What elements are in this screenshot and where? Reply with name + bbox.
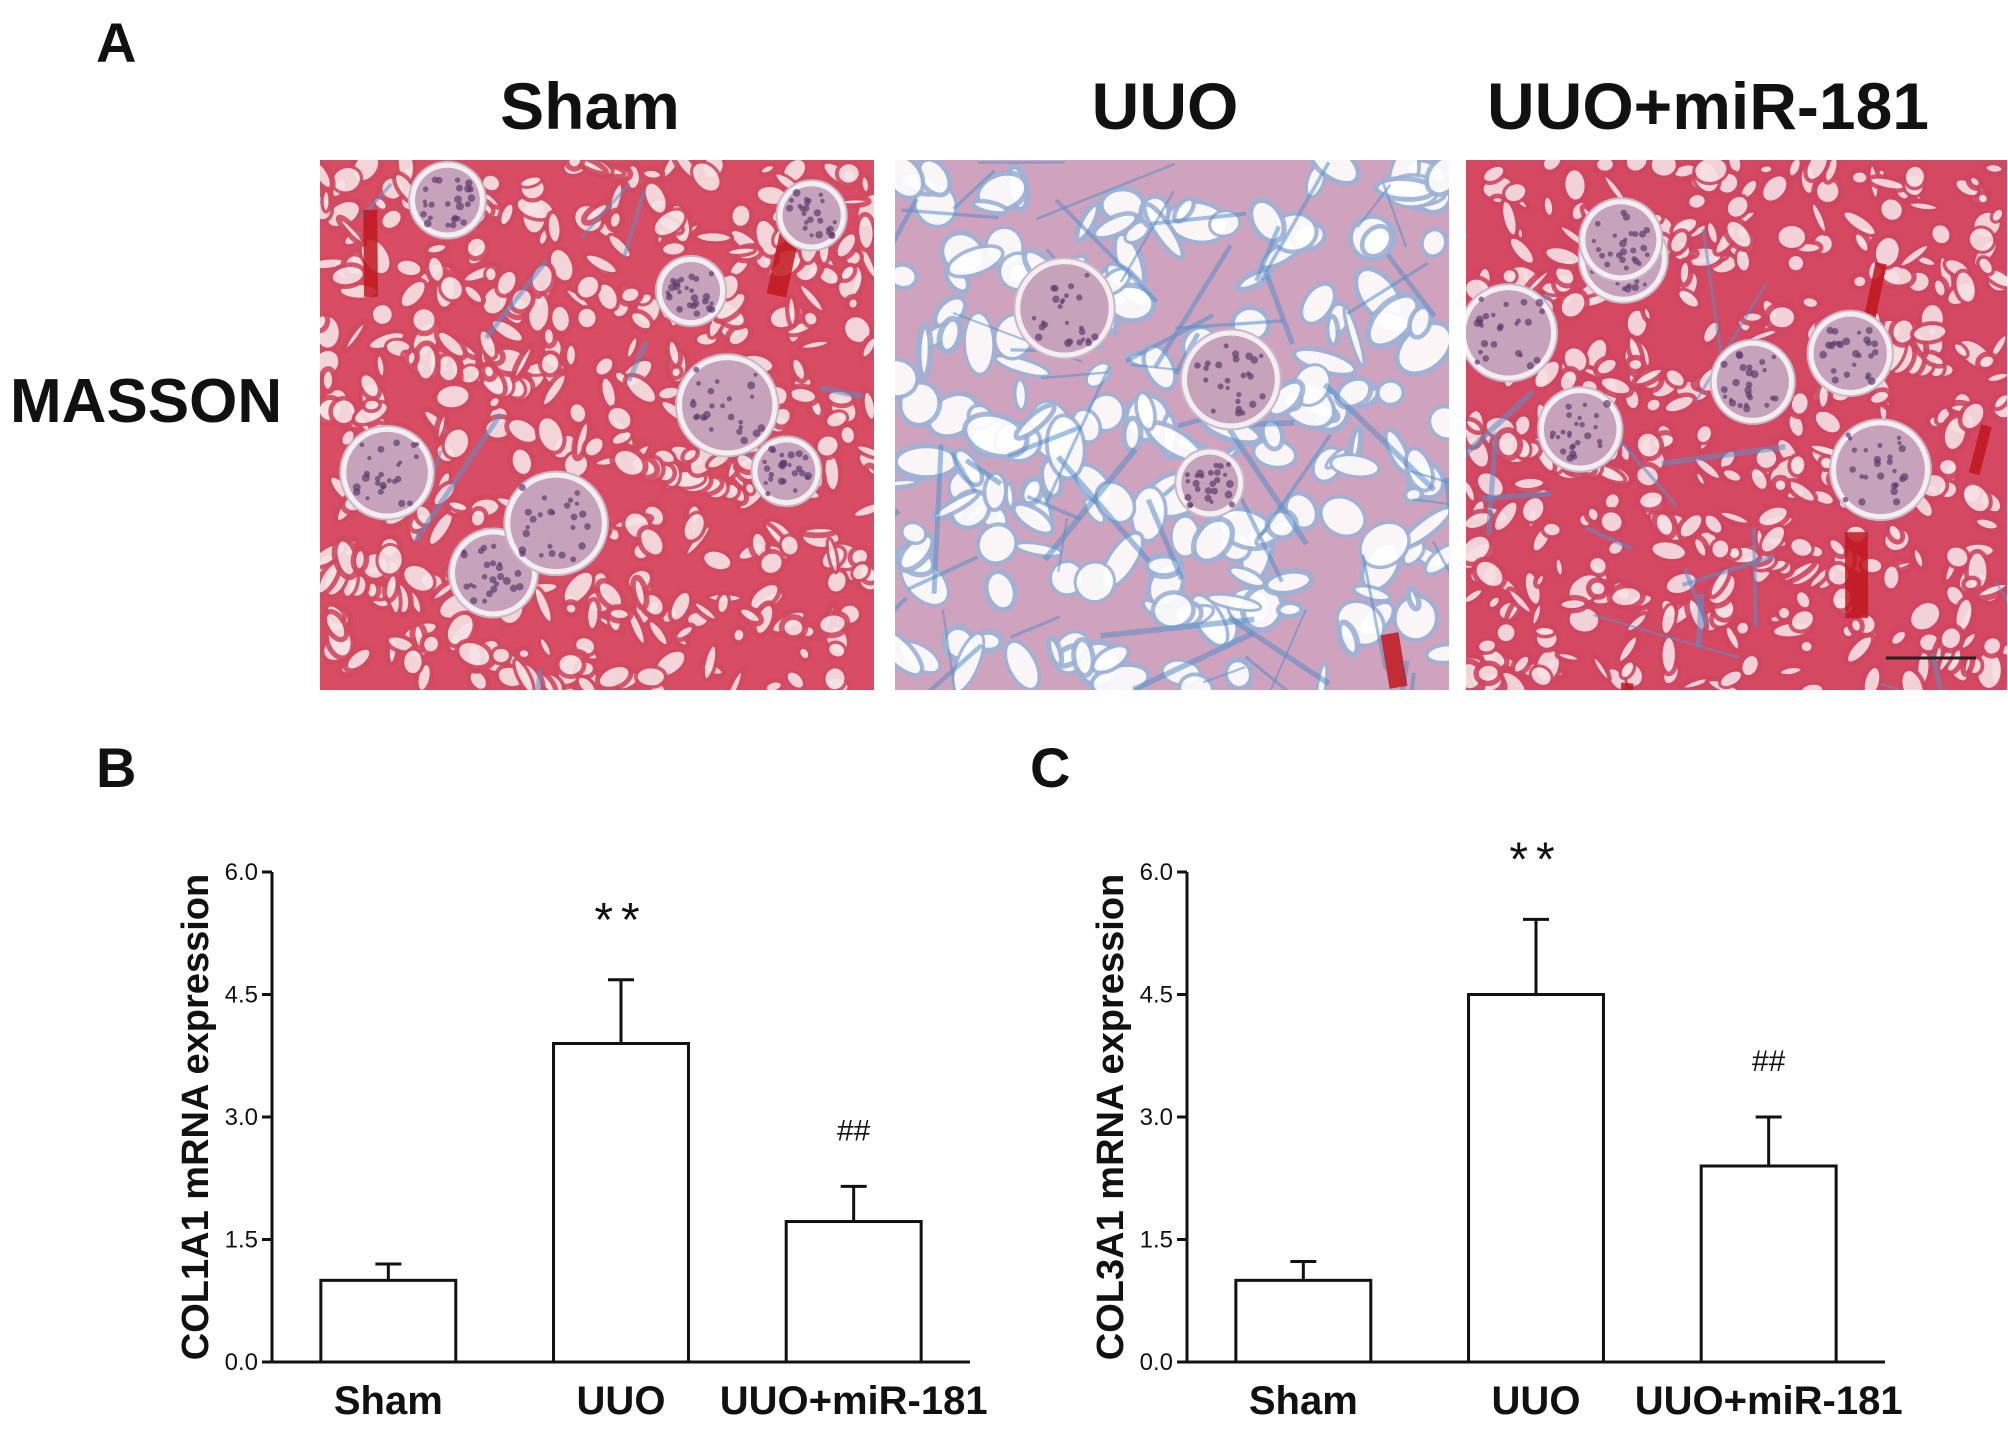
glomeruli (1466, 197, 1932, 522)
panel-b-letter: B (96, 736, 137, 799)
chart-c-category-label-0: Sham (1249, 1379, 1358, 1423)
chart-c-significance-2: ## (1752, 1045, 1786, 1078)
chart-c-category-label-1: UUO (1492, 1379, 1581, 1423)
chart-b-y-axis-label: COL1A1 mRNA expression (175, 874, 217, 1360)
chart-col3a1: COL3A1 mRNA expression 0.0 1.5 3.0 4.5 6.0 Sha… (1065, 840, 1905, 1438)
chart-c-bar-2 (1699, 1164, 1838, 1364)
chart-b-category-label-2: UUO+miR-181 (720, 1379, 988, 1423)
chart-c-y-tick-label: 4.5 (1140, 982, 1173, 1009)
chart-b-bar-2 (784, 1220, 923, 1364)
chart-c-category-label-2: UUO+miR-181 (1635, 1379, 1903, 1423)
chart-b-y-tick-label: 6.0 (225, 859, 258, 886)
chart-b-category-label-0: Sham (334, 1379, 443, 1423)
column-title-uuo: UUO (1091, 69, 1239, 143)
row-label-masson: MASSON (10, 367, 283, 436)
chart-b-y-tick-label: 3.0 (225, 1104, 258, 1131)
column-title-sham: Sham (500, 69, 680, 143)
panel-c-letter: C (1030, 736, 1071, 799)
chart-b-bar-0 (319, 1278, 458, 1364)
panel-a-letter: A (96, 11, 137, 74)
chart-b-significance-1: ** (594, 894, 647, 947)
micrograph-uuo (895, 160, 1449, 690)
micrograph-sham (320, 160, 874, 690)
chart-c-significance-1: ** (1509, 840, 1562, 886)
chart-b-category-label-1: UUO (577, 1379, 666, 1423)
chart-c-bar-0 (1234, 1278, 1373, 1364)
chart-c-y-tick-label: 3.0 (1140, 1104, 1173, 1131)
glomeruli (339, 160, 848, 619)
micrograph-uuo-mir181 (1466, 160, 2007, 690)
chart-c-bar-1 (1467, 993, 1605, 1364)
column-title-uuo-mir181: UUO+miR-181 (1487, 69, 1929, 143)
chart-b-y-tick-label: 4.5 (225, 982, 258, 1009)
chart-c-y-tick-label: 6.0 (1140, 859, 1173, 886)
glomeruli (1013, 257, 1282, 519)
chart-b-y-tick-label: 0.0 (225, 1349, 258, 1376)
chart-b-significance-2: ## (837, 1114, 871, 1147)
chart-c-y-tick-label: 1.5 (1140, 1227, 1173, 1254)
chart-c-y-axis-label: COL3A1 mRNA expression (1090, 874, 1132, 1360)
chart-c-y-tick-label: 0.0 (1140, 1349, 1173, 1376)
chart-b-bar-1 (552, 1042, 690, 1364)
chart-b-y-tick-label: 1.5 (225, 1227, 258, 1254)
chart-col1a1: COL1A1 mRNA expression 0.0 1.5 3.0 4.5 6.0 Sha… (150, 840, 990, 1438)
